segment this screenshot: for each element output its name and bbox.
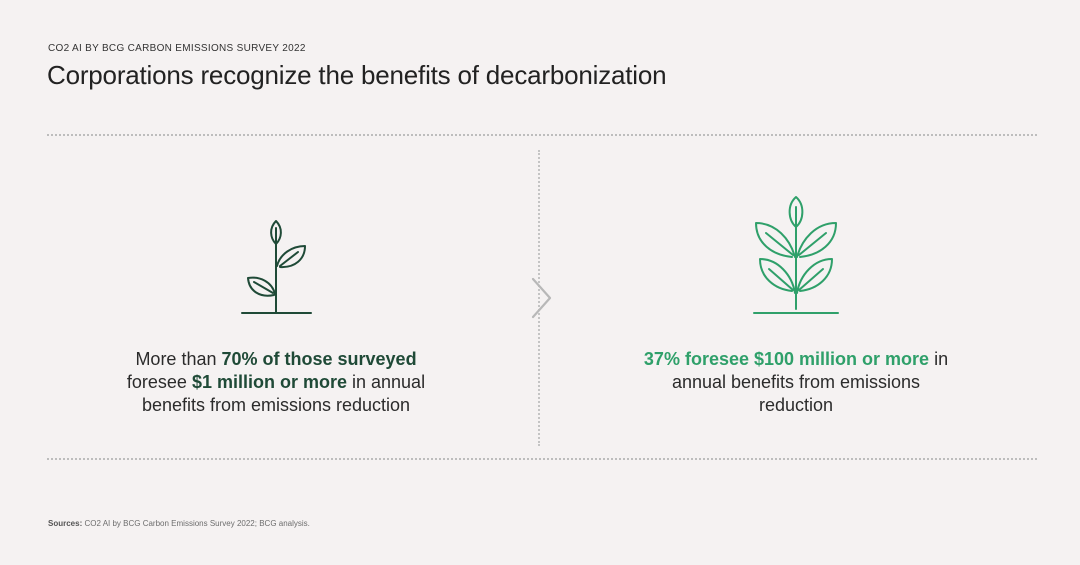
page-title: Corporations recognize the benefits of d… — [47, 60, 667, 90]
large-plant-icon — [753, 196, 839, 314]
right-text-highlight: 37% foresee $100 million or more — [643, 349, 930, 369]
bottom-divider — [47, 458, 1037, 460]
chevron-right-icon — [531, 277, 552, 319]
right-text-post: in annual benefits from emissions reduct… — [671, 349, 949, 415]
top-divider — [47, 134, 1037, 136]
sources-label: Sources: — [48, 519, 83, 528]
left-text-highlight-2: $1 million or more — [191, 372, 347, 392]
left-stat-text: More than 70% of those surveyed foresee … — [95, 348, 457, 417]
left-text-post: in annual benefits from emissions reduct… — [141, 372, 426, 415]
eyebrow-label: CO2 AI BY BCG CARBON EMISSIONS SURVEY 20… — [48, 43, 306, 54]
sources-text: CO2 AI by BCG Carbon Emissions Survey 20… — [82, 519, 310, 528]
right-stat-text: 37% foresee $100 million or more in annu… — [640, 348, 952, 417]
left-text-mid: foresee — [126, 372, 192, 392]
left-text-pre: More than — [135, 349, 222, 369]
vertical-divider — [538, 150, 540, 446]
left-text-highlight-1: 70% of those surveyed — [221, 349, 417, 369]
sources-note: Sources: CO2 AI by BCG Carbon Emissions … — [48, 519, 310, 528]
small-plant-icon — [241, 220, 312, 314]
